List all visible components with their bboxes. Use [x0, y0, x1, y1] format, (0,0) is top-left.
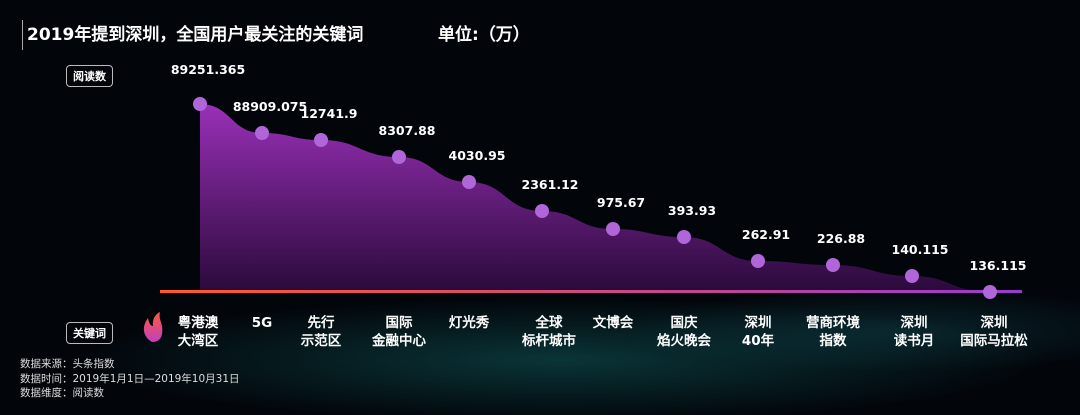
chart-title: 2019年提到深圳，全国用户最关注的关键词	[22, 20, 363, 50]
data-point	[314, 133, 328, 147]
category-label: 5G	[251, 315, 273, 331]
category-label: 深圳 读书月	[893, 315, 935, 349]
y-axis-label: 阅读数	[66, 65, 113, 87]
value-label: 975.67	[597, 195, 645, 210]
unit-label: 单位:（万）	[438, 25, 530, 45]
data-point	[535, 204, 549, 218]
data-point	[826, 258, 840, 272]
data-point	[751, 254, 765, 268]
value-label: 88909.075	[233, 99, 307, 114]
value-label: 2361.12	[522, 177, 579, 192]
value-label: 393.93	[668, 203, 716, 218]
data-point	[193, 97, 207, 111]
x-axis-label: 关键词	[66, 322, 113, 344]
category-label: 营商环境 指数	[806, 315, 860, 349]
data-point	[462, 175, 476, 189]
data-point	[392, 150, 406, 164]
data-point	[905, 269, 919, 283]
data-point	[606, 222, 620, 236]
value-label: 4030.95	[449, 148, 506, 163]
category-label: 先行 示范区	[300, 315, 342, 349]
data-period: 数据时间：2019年1月1日—2019年10月31日	[20, 372, 240, 385]
x-axis-line	[160, 290, 1022, 293]
area-fill	[200, 104, 990, 292]
category-label: 灯光秀	[448, 315, 490, 331]
data-point	[983, 285, 997, 299]
value-label: 140.115	[892, 242, 949, 257]
category-label: 全球 标杆城市	[522, 315, 576, 349]
category-label: 深圳 40年	[741, 315, 775, 349]
data-point	[255, 126, 269, 140]
value-label: 12741.9	[301, 106, 358, 121]
value-label: 8307.88	[379, 123, 436, 138]
value-label: 136.115	[970, 258, 1027, 273]
category-label: 粤港澳 大湾区	[177, 315, 219, 349]
category-label: 深圳 国际马拉松	[960, 315, 1028, 349]
footer-notes: 数据来源：头条指数 数据时间：2019年1月1日—2019年10月31日 数据维…	[20, 357, 240, 401]
category-label: 国庆 焰火晚会	[657, 315, 711, 349]
data-dimension: 数据维度：阅读数	[20, 387, 104, 399]
category-label: 国际 金融中心	[372, 315, 426, 349]
data-point	[677, 230, 691, 244]
data-source: 数据来源：头条指数	[20, 358, 115, 370]
value-label: 262.91	[742, 227, 790, 242]
value-label: 226.88	[817, 231, 865, 246]
flame-icon	[143, 312, 163, 342]
category-label: 文博会	[592, 315, 634, 331]
value-label: 89251.365	[171, 62, 245, 77]
